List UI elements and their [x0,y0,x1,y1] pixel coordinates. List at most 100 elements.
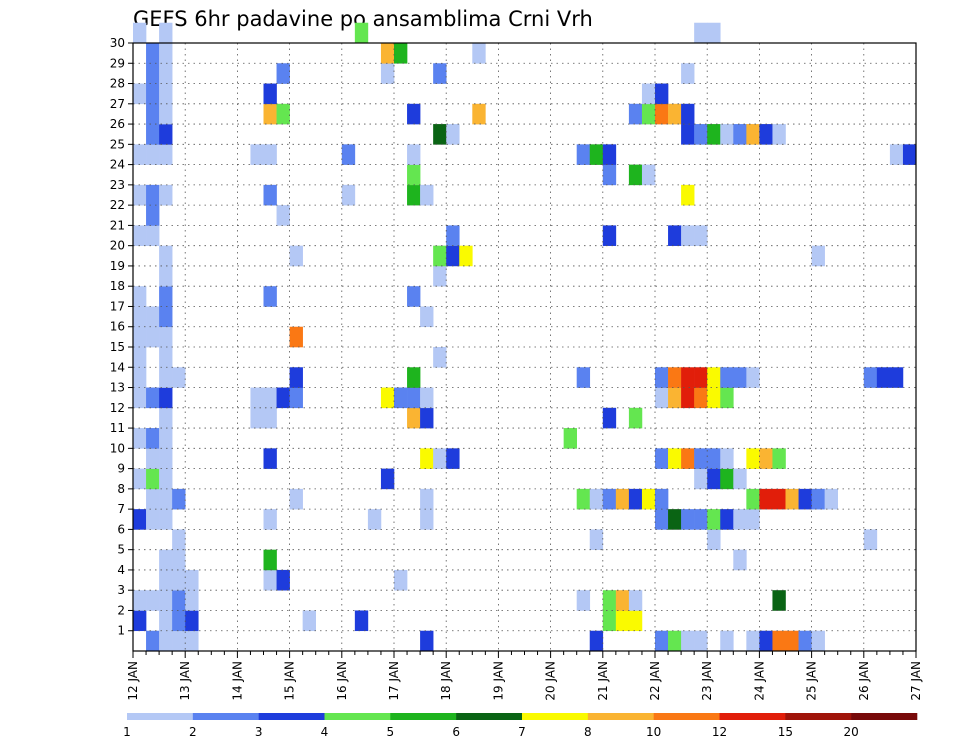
heatmap-cell [159,22,173,44]
legend-swatch [127,713,194,720]
x-tick-label: 16 JAN [335,661,349,701]
heatmap-cell [289,245,303,267]
heatmap-cell [263,387,277,409]
heatmap-cell [133,286,147,307]
y-tick-label: 15 [110,340,125,354]
heatmap-cell [289,387,303,409]
heatmap-cell [720,509,734,530]
heatmap-cell [185,569,199,591]
heatmap-cell [681,103,695,125]
heatmap-cell [641,83,656,105]
heatmap-cell [576,590,591,611]
y-tick-label: 7 [117,502,125,516]
heatmap-cell [563,428,577,449]
heatmap-cell [576,367,591,388]
heatmap-cell [146,509,160,530]
legend-label: 15 [778,725,793,739]
heatmap-cell [641,164,656,186]
color-legend: 1 2 3 4 5 6 7 8 10 12 15 20 [123,713,918,739]
heatmap-cell [276,63,290,84]
heatmap-cell [133,468,147,490]
heatmap-cell [602,144,617,165]
heatmap-cell [655,387,669,409]
heatmap-cell [576,144,591,165]
heatmap-cell [772,124,786,145]
heatmap-cell [420,488,434,510]
y-tick-label: 29 [110,56,125,70]
heatmap-cell [720,387,734,409]
heatmap-cell [263,144,277,165]
heatmap-cell [133,22,147,44]
y-tick-label: 6 [117,522,125,536]
heatmap-cell [146,225,160,246]
heatmap-cell [694,448,708,469]
heatmap-cell [798,488,812,510]
heatmap-cell [146,488,160,510]
heatmap-cell [589,488,604,510]
heatmap-cell [720,448,734,469]
heatmap-cell [420,448,434,469]
heatmap-cell [655,630,669,652]
heatmap-cell [459,245,473,267]
heatmap-cell [641,488,656,510]
heatmap-cell [615,610,630,632]
heatmap-cell [289,326,303,348]
heatmap-cell [133,509,147,530]
heatmap-cell [733,509,747,530]
heatmap-cell [655,488,669,510]
legend-label: 10 [646,725,661,739]
heatmap-cell [185,630,199,652]
heatmap-cell [433,63,447,84]
heatmap-cell [172,630,186,652]
y-tick-label: 4 [117,563,125,577]
heatmap-cell [889,367,904,388]
heatmap-cell [146,184,160,206]
heatmap-cell [707,387,721,409]
heatmap-cell [380,468,395,490]
heatmap-cell [694,124,708,145]
heatmap-cell [889,144,904,165]
heatmap-cell [133,83,147,105]
legend-label: 20 [844,725,859,739]
heatmap-cell [811,488,825,510]
heatmap-cell [772,488,786,510]
y-tick-label: 1 [117,624,125,638]
heatmap-cell [628,488,643,510]
x-tick-label: 20 JAN [544,661,558,701]
heatmap-cell [420,509,434,530]
heatmap-cell [655,367,669,388]
legend-label: 8 [584,725,592,739]
y-tick-label: 12 [110,401,125,415]
heatmap-cell [250,407,264,429]
heatmap-cell [146,43,160,64]
heatmap-cell [720,124,734,145]
heatmap-cell [407,184,421,206]
heatmap-cell [159,286,173,307]
legend-swatch [522,713,589,720]
heatmap-cell [407,103,421,125]
heatmap-cell [407,367,421,388]
heatmap-cell [681,387,695,409]
heatmap-cell [159,590,173,611]
heatmap-cell [159,549,173,571]
heatmap-cell [159,103,173,125]
x-tick-label: 18 JAN [439,661,453,701]
heatmap-cell [746,124,760,145]
heatmap-cell [707,124,721,145]
legend-swatch [456,713,523,720]
heatmap-cell [694,509,708,530]
legend-swatch [653,713,720,720]
heatmap-cell [159,630,173,652]
heatmap-cell [707,367,721,388]
heatmap-cell [133,367,147,388]
y-tick-label: 22 [110,198,125,212]
heatmap-cell [615,488,630,510]
x-tick-label: 26 JAN [857,661,871,701]
heatmap-cell [146,83,160,105]
heatmap-cell [159,63,173,84]
y-tick-label: 8 [117,482,125,496]
heatmap-cell [133,347,147,368]
heatmap-cell [759,124,773,145]
heatmap-cell [341,184,356,206]
x-tick-label: 21 JAN [596,661,610,701]
